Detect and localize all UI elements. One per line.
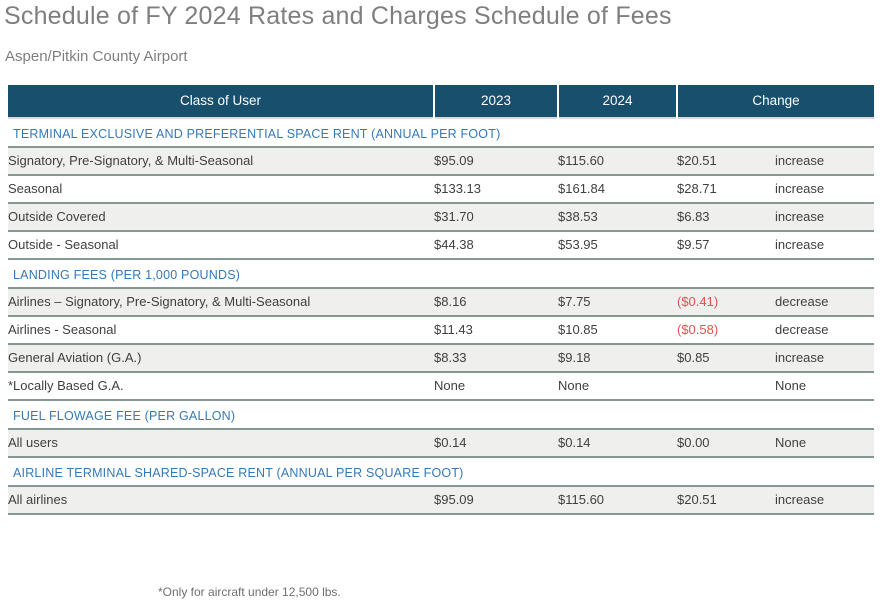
- section-row: TERMINAL EXCLUSIVE AND PREFERENTIAL SPAC…: [8, 117, 875, 148]
- page-title: Schedule of FY 2024 Rates and Charges Sc…: [4, 2, 672, 30]
- class-of-user-cell: *Locally Based G.A.: [8, 371, 434, 400]
- section-row: LANDING FEES (PER 1,000 POUNDS): [8, 258, 875, 289]
- change-direction-cell: decrease: [775, 315, 875, 344]
- change-direction-cell: increase: [775, 174, 875, 203]
- section-header: TERMINAL EXCLUSIVE AND PREFERENTIAL SPAC…: [8, 117, 875, 148]
- table-row: Airlines - Seasonal $11.43 $10.85 ($0.58) de…: [8, 315, 875, 344]
- table-row: *Locally Based G.A. None None None: [8, 371, 875, 400]
- table-row: Seasonal $133.13 $161.84 $28.71 increase: [8, 174, 875, 203]
- value-2023-cell: $133.13: [434, 174, 558, 203]
- value-2023-cell: $11.43: [434, 315, 558, 344]
- value-2023-cell: $8.33: [434, 343, 558, 372]
- table-row: All airlines $95.09 $115.60 $20.51 increase: [8, 485, 875, 514]
- class-of-user-cell: Outside Covered: [8, 202, 434, 231]
- change-value-cell: ($0.58): [677, 315, 775, 344]
- table-row: Outside Covered $31.70 $38.53 $6.83 increase: [8, 202, 875, 231]
- class-of-user-cell: Airlines - Seasonal: [8, 315, 434, 344]
- change-value-cell: $20.51: [677, 485, 775, 514]
- table-row: Airlines – Signatory, Pre-Signatory, & M…: [8, 287, 875, 316]
- change-value-cell: $0.00: [677, 428, 775, 457]
- class-of-user-cell: All airlines: [8, 485, 434, 514]
- value-2024-cell: $115.60: [558, 146, 677, 175]
- value-2023-cell: None: [434, 371, 558, 400]
- class-of-user-cell: Signatory, Pre-Signatory, & Multi-Season…: [8, 146, 434, 175]
- table-header-row: Class of User 2023 2024 Change: [8, 84, 875, 118]
- change-value-cell: [677, 371, 775, 400]
- value-2024-cell: $0.14: [558, 428, 677, 457]
- value-2023-cell: $44.38: [434, 230, 558, 259]
- value-2024-cell: $10.85: [558, 315, 677, 344]
- value-2024-cell: $161.84: [558, 174, 677, 203]
- section-row: FUEL FLOWAGE FEE (PER GALLON): [8, 399, 875, 430]
- change-value-cell: $20.51: [677, 146, 775, 175]
- table-row: Outside - Seasonal $44.38 $53.95 $9.57 incre…: [8, 230, 875, 259]
- value-2024-cell: $7.75: [558, 287, 677, 316]
- value-2023-cell: $95.09: [434, 485, 558, 514]
- footnote: *Only for aircraft under 12,500 lbs.: [158, 584, 341, 599]
- section-header: LANDING FEES (PER 1,000 POUNDS): [8, 258, 875, 289]
- table-row: General Aviation (G.A.) $8.33 $9.18 $0.85 in…: [8, 343, 875, 372]
- change-value-cell: $9.57: [677, 230, 775, 259]
- table-row: All users $0.14 $0.14 $0.00 None: [8, 428, 875, 457]
- change-direction-cell: increase: [775, 230, 875, 259]
- change-direction-cell: None: [775, 371, 875, 400]
- change-value-cell: $0.85: [677, 343, 775, 372]
- change-direction-cell: increase: [775, 343, 875, 372]
- table-row: Signatory, Pre-Signatory, & Multi-Season…: [8, 146, 875, 175]
- value-2024-cell: $38.53: [558, 202, 677, 231]
- col-header-2024: 2024: [557, 84, 677, 118]
- col-header-2023: 2023: [433, 84, 558, 118]
- class-of-user-cell: General Aviation (G.A.): [8, 343, 434, 372]
- page-subtitle: Aspen/Pitkin County Airport: [5, 47, 188, 65]
- col-header-class-of-user: Class of User: [8, 84, 434, 118]
- change-direction-cell: increase: [775, 202, 875, 231]
- section-header: AIRLINE TERMINAL SHARED-SPACE RENT (ANNU…: [8, 456, 875, 487]
- change-direction-cell: increase: [775, 485, 875, 514]
- col-header-change: Change: [675, 84, 875, 118]
- class-of-user-cell: All users: [8, 428, 434, 457]
- value-2024-cell: $9.18: [558, 343, 677, 372]
- change-value-cell: ($0.41): [677, 287, 775, 316]
- value-2023-cell: $0.14: [434, 428, 558, 457]
- section-row: AIRLINE TERMINAL SHARED-SPACE RENT (ANNU…: [8, 456, 875, 487]
- section-header: FUEL FLOWAGE FEE (PER GALLON): [8, 399, 875, 430]
- change-direction-cell: decrease: [775, 287, 875, 316]
- rates-table: Class of User 2023 2024 Change TERMINAL …: [8, 84, 875, 515]
- class-of-user-cell: Seasonal: [8, 174, 434, 203]
- value-2024-cell: $53.95: [558, 230, 677, 259]
- change-value-cell: $28.71: [677, 174, 775, 203]
- value-2024-cell: None: [558, 371, 677, 400]
- value-2023-cell: $95.09: [434, 146, 558, 175]
- change-value-cell: $6.83: [677, 202, 775, 231]
- value-2023-cell: $31.70: [434, 202, 558, 231]
- change-direction-cell: increase: [775, 146, 875, 175]
- class-of-user-cell: Airlines – Signatory, Pre-Signatory, & M…: [8, 287, 434, 316]
- value-2023-cell: $8.16: [434, 287, 558, 316]
- class-of-user-cell: Outside - Seasonal: [8, 230, 434, 259]
- value-2024-cell: $115.60: [558, 485, 677, 514]
- change-direction-cell: None: [775, 428, 875, 457]
